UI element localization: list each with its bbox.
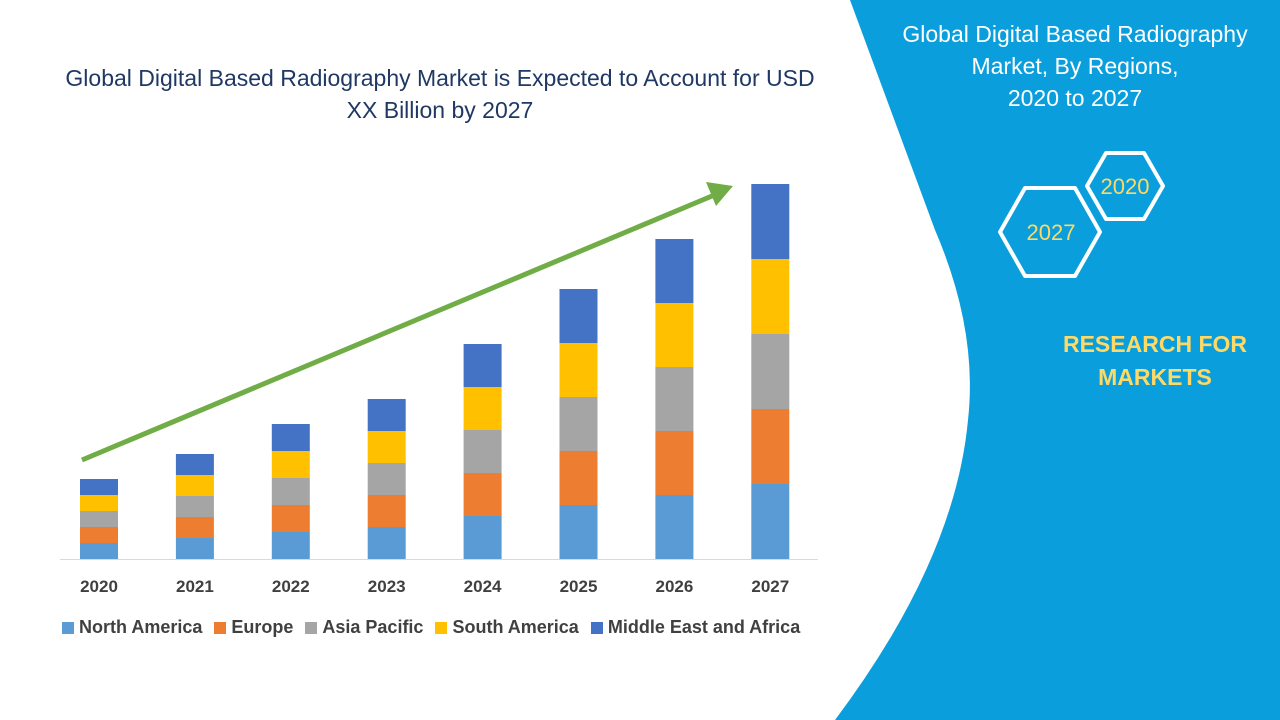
bar-segment-2020-asia-pacific [80, 511, 118, 527]
brand-line: MARKETS [1098, 364, 1212, 390]
hexagon-2027-icon [998, 186, 1102, 278]
bar-segment-2023-europe [367, 495, 406, 527]
bar-segment-2020-north-america [80, 543, 118, 559]
chart-title: Global Digital Based Radiography Market … [65, 65, 815, 123]
legend-label: North America [79, 617, 203, 637]
bar-segment-2025-europe [559, 451, 598, 505]
x-tick-label: 2026 [655, 577, 693, 596]
bar-segment-2027-middle-east-and-africa [751, 184, 790, 259]
x-tick-label: 2020 [80, 577, 118, 596]
blue-side-panel [835, 0, 1280, 720]
bar-segment-2020-europe [80, 527, 118, 543]
bar-segment-2027-europe [751, 409, 790, 484]
legend-label: South America [452, 617, 579, 637]
bar-segment-2025-south-america [559, 343, 598, 397]
panel-title-line: Global Digital Based Radiography [902, 21, 1248, 47]
bar-segment-2026-asia-pacific [655, 367, 694, 431]
bar-segment-2023-asia-pacific [367, 463, 406, 495]
legend-swatch [62, 621, 74, 634]
legend-label: Middle East and Africa [607, 617, 801, 637]
bar-segment-2021-asia-pacific [175, 496, 214, 517]
bar-segment-2026-europe [655, 431, 694, 495]
legend-label: Asia Pacific [322, 617, 424, 637]
x-tick-label: 2021 [176, 577, 214, 596]
bar-segment-2022-north-america [271, 532, 310, 559]
bar-segment-2027-north-america [751, 484, 790, 559]
legend-swatch [590, 621, 603, 634]
bar-segment-2024-middle-east-and-africa [463, 344, 502, 387]
bar-segment-2021-south-america [175, 475, 214, 496]
bar-segment-2025-asia-pacific [559, 397, 598, 451]
x-tick-label: 2024 [464, 577, 502, 596]
bar-segment-2023-south-america [367, 431, 406, 463]
legend-item-europe: Europe [214, 617, 293, 638]
bar-segment-2022-middle-east-and-africa [271, 424, 310, 451]
legend-item-asia-pacific: Asia Pacific [305, 617, 423, 638]
bar-segment-2024-south-america [463, 387, 502, 430]
bar-segment-2025-north-america [559, 505, 598, 559]
bar-segment-2023-north-america [367, 527, 406, 559]
x-tick-label: 2027 [751, 577, 789, 596]
bar-segment-2021-north-america [175, 538, 214, 559]
bar-segment-2025-middle-east-and-africa [559, 289, 598, 343]
bar-segment-2026-south-america [655, 303, 694, 367]
bar-segment-2021-europe [175, 517, 214, 538]
legend-item-north-america: North America [62, 617, 202, 638]
panel-title: Global Digital Based Radiography Market,… [880, 18, 1270, 114]
panel-title-line: Market, By Regions, [971, 53, 1179, 79]
x-tick-label: 2025 [560, 577, 598, 596]
bar-segment-2026-north-america [655, 495, 694, 559]
panel-title-line: 2020 to 2027 [1007, 85, 1143, 111]
legend-item-south-america: South America [435, 617, 579, 638]
chart-plot: 2020 2021 2022 2023 2024 2025 2026 2027 [60, 182, 818, 596]
bar-segment-2026-middle-east-and-africa [655, 239, 694, 303]
bar-segment-2027-asia-pacific [751, 334, 790, 409]
legend-item-middle-east-africa: Middle East and Africa [590, 617, 801, 638]
bar-segment-2021-middle-east-and-africa [175, 454, 214, 475]
brand-line: RESEARCH FOR [1062, 331, 1247, 357]
chart-legend: North America Europe Asia Pacific South … [62, 617, 800, 638]
hexagon-2020-icon [1085, 151, 1165, 221]
legend-label: Europe [231, 617, 294, 637]
bar-segment-2027-south-america [751, 259, 790, 334]
hex-2020-label: 2020 [1101, 174, 1150, 199]
legend-swatch [305, 621, 318, 634]
legend-swatch [435, 621, 448, 634]
hex-2027-label: 2027 [1027, 220, 1076, 245]
bar-segment-2024-europe [463, 473, 502, 516]
bar-segment-2020-middle-east-and-africa [80, 479, 118, 495]
bar-segment-2022-asia-pacific [271, 478, 310, 505]
legend-swatch [214, 621, 227, 634]
x-tick-label: 2023 [368, 577, 406, 596]
bar-segment-2022-europe [271, 505, 310, 532]
x-tick-label: 2022 [272, 577, 310, 596]
bar-segment-2020-south-america [80, 495, 118, 511]
bar-segment-2024-north-america [463, 516, 502, 559]
bar-segment-2024-asia-pacific [463, 430, 502, 473]
trend-arrow-line [81, 193, 713, 463]
bar-segment-2023-middle-east-and-africa [367, 399, 406, 431]
brand-text: RESEARCH FOR MARKETS [1000, 328, 1280, 394]
trend-arrow-head-icon [706, 182, 733, 206]
bar-segment-2022-south-america [271, 451, 310, 478]
